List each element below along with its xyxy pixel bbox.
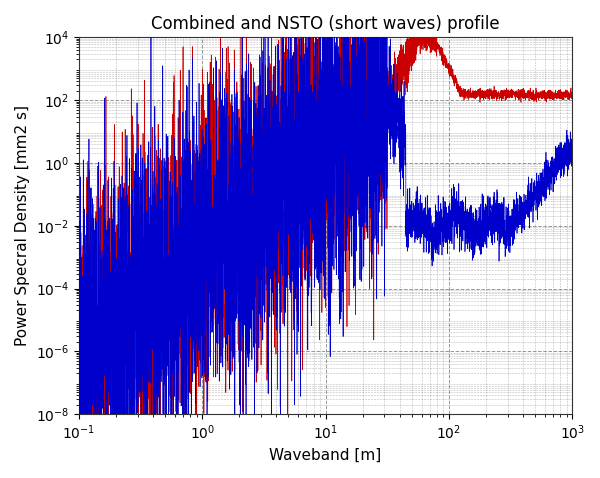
Title: Combined and NSTO (short waves) profile: Combined and NSTO (short waves) profile: [151, 15, 500, 33]
X-axis label: Waveband [m]: Waveband [m]: [269, 448, 382, 463]
Y-axis label: Power Specral Density [mm2 s]: Power Specral Density [mm2 s]: [15, 105, 30, 346]
